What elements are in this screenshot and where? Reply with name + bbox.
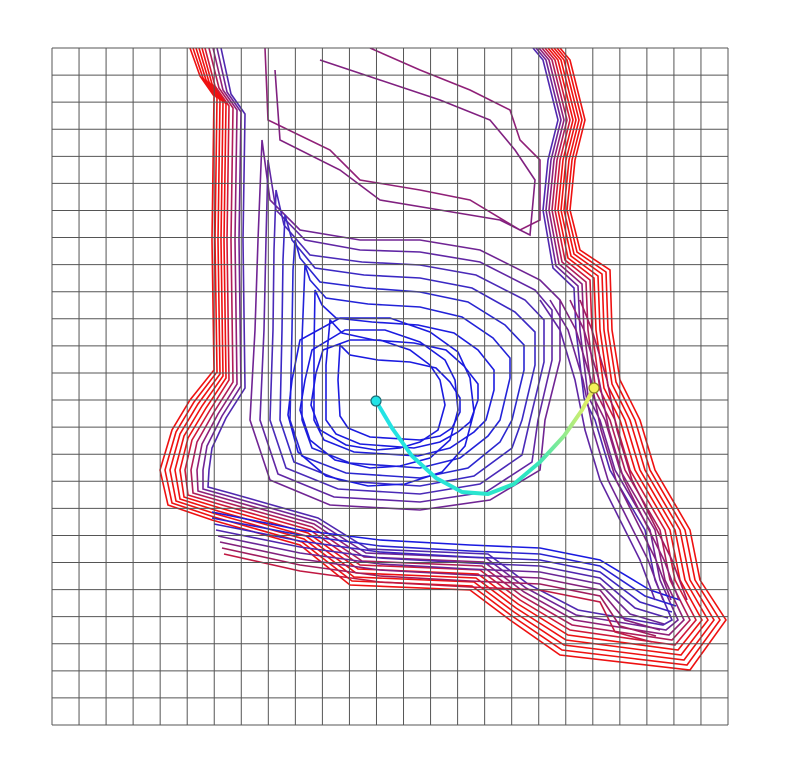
descent-path [374,386,596,496]
start-point-marker [370,395,382,407]
contour-band-right [539,299,688,601]
contour-band-mid [184,48,697,646]
grid [51,47,729,726]
end-point-marker [588,382,600,394]
contour-band-inner [249,48,561,511]
contour-lines [159,48,727,671]
contour-band-outer [159,48,727,671]
contour-band-bottom [211,511,681,643]
